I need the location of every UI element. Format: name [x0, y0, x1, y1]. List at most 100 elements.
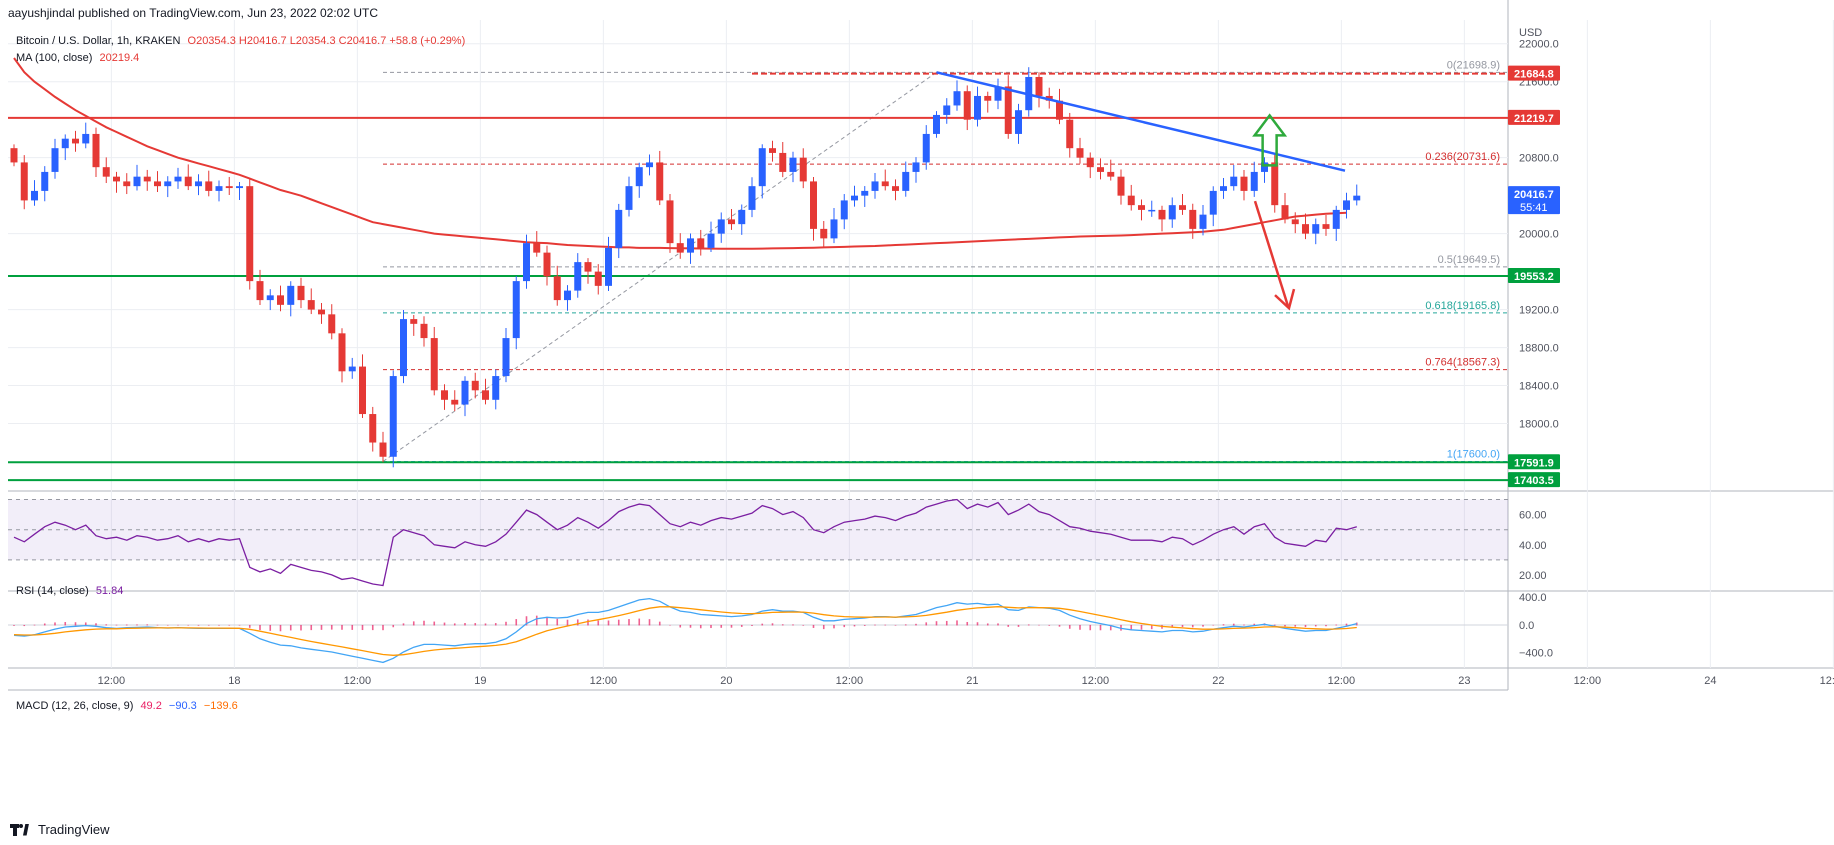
macd-histogram-bar	[638, 618, 641, 626]
candle-down	[1035, 76, 1043, 96]
price-tag-red	[1508, 109, 1560, 125]
price-tick-label: 20800.0	[1519, 153, 1559, 165]
candle-down	[246, 186, 254, 282]
macd-histogram-bar	[1140, 624, 1143, 630]
macd-histogram-bar	[556, 618, 559, 626]
candle-up	[1168, 205, 1176, 220]
macd-histogram-bar	[269, 624, 272, 631]
macd-histogram-bar	[382, 624, 384, 631]
macd-histogram-bar	[1079, 624, 1081, 630]
time-tick-label: 12:00	[1574, 675, 1602, 687]
candle-up	[266, 295, 274, 301]
price-tag-blue	[1508, 186, 1560, 215]
macd-histogram-bar	[515, 619, 518, 626]
macd-histogram-bar	[320, 624, 323, 630]
macd-histogram-bar	[33, 624, 36, 626]
candle-down	[359, 366, 366, 415]
time-tick-label: 12:00	[1082, 675, 1110, 687]
candle-down	[297, 285, 305, 301]
macd-histogram-bar	[484, 623, 487, 626]
candle-down	[205, 181, 213, 191]
tradingview-brand[interactable]: TradingView	[10, 822, 110, 837]
candle-up	[1199, 214, 1207, 229]
bearish-arrow-icon	[1274, 288, 1296, 311]
candle-down	[154, 181, 161, 187]
candle-down	[328, 314, 336, 334]
price-tag-label: 19553.2	[1514, 271, 1554, 283]
macd-histogram-bar	[1171, 624, 1174, 628]
macd-histogram-bar	[669, 624, 671, 626]
time-tick-label: 20	[720, 675, 732, 687]
candle-down	[779, 152, 787, 172]
macd-histogram-bar	[1007, 624, 1010, 627]
macd-histogram-bar	[289, 624, 292, 631]
macd-histogram-bar	[23, 624, 26, 627]
macd-histogram-bar	[361, 624, 364, 631]
macd-histogram-bar	[279, 624, 282, 632]
macd-histogram-bar	[546, 616, 548, 626]
macd-histogram-bar	[330, 624, 333, 630]
candle-down	[1291, 219, 1299, 225]
macd-histogram-bar	[956, 620, 958, 626]
macd-histogram-bar	[166, 624, 169, 626]
price-tag-green	[1508, 454, 1560, 470]
time-tick-label: 23	[1458, 675, 1470, 687]
candle-up	[348, 366, 356, 372]
macd-histogram-bar	[1284, 624, 1286, 627]
candle-up	[1261, 162, 1268, 172]
candle-up	[789, 157, 797, 172]
candle-down	[441, 390, 448, 400]
candle-up	[174, 176, 182, 182]
macd-histogram-bar	[310, 624, 313, 631]
candle-down	[379, 442, 387, 457]
price-tag-label: 20416.7	[1514, 189, 1554, 201]
macd-histogram-bar	[894, 624, 897, 626]
candle-down	[1322, 224, 1330, 229]
candle-down	[420, 323, 428, 339]
macd-histogram-bar	[474, 623, 477, 626]
candle-up	[502, 338, 510, 377]
price-tag-red	[1508, 65, 1560, 81]
candle-down	[1281, 205, 1289, 220]
bullish-arrow-icon	[1252, 113, 1288, 167]
ma-legend: MA (100, close) 20219.4	[16, 52, 139, 64]
candle-down	[963, 91, 971, 120]
macd-histogram-bar	[1314, 624, 1317, 627]
candle-up	[758, 148, 766, 187]
macd-histogram-bar	[1335, 624, 1338, 626]
time-tick-label: 12:00	[344, 675, 372, 687]
macd-histogram-bar	[74, 622, 77, 626]
macd-histogram-bar	[1099, 624, 1102, 631]
macd-histogram-bar	[853, 624, 856, 627]
macd-histogram-bar	[751, 624, 753, 626]
time-tick-label: 12:00	[1328, 675, 1356, 687]
macd-histogram-bar	[976, 622, 979, 626]
candle-down	[1271, 162, 1279, 206]
candle-down	[143, 176, 151, 182]
rsi-line	[13, 498, 1357, 587]
time-tick-label: 22	[1212, 675, 1224, 687]
candle-up	[133, 176, 141, 187]
candle-up	[748, 186, 756, 210]
candle-down	[1189, 209, 1197, 229]
macd-histogram-bar	[105, 624, 108, 626]
candle-up	[912, 162, 920, 172]
candle-down	[728, 219, 735, 225]
macd-histogram-bar	[1068, 624, 1071, 629]
rsi-tick-label: 60.00	[1519, 510, 1547, 522]
macd-histogram-bar	[371, 624, 374, 631]
macd-histogram-bar	[43, 623, 46, 626]
candle-up	[574, 262, 582, 291]
macd-histogram-bar	[833, 624, 835, 629]
macd-histogram-bar	[597, 620, 600, 626]
candle-up	[871, 181, 879, 191]
time-tick-label: 12:00	[836, 675, 864, 687]
macd-histogram-bar	[710, 624, 712, 629]
macd-histogram-bar	[884, 624, 887, 626]
macd-histogram-bar	[84, 622, 87, 626]
macd-histogram-bar	[966, 621, 969, 626]
price-tag-label: 17591.9	[1514, 457, 1554, 469]
candle-down	[1056, 100, 1063, 120]
macd-histogram-bar	[1202, 624, 1204, 627]
